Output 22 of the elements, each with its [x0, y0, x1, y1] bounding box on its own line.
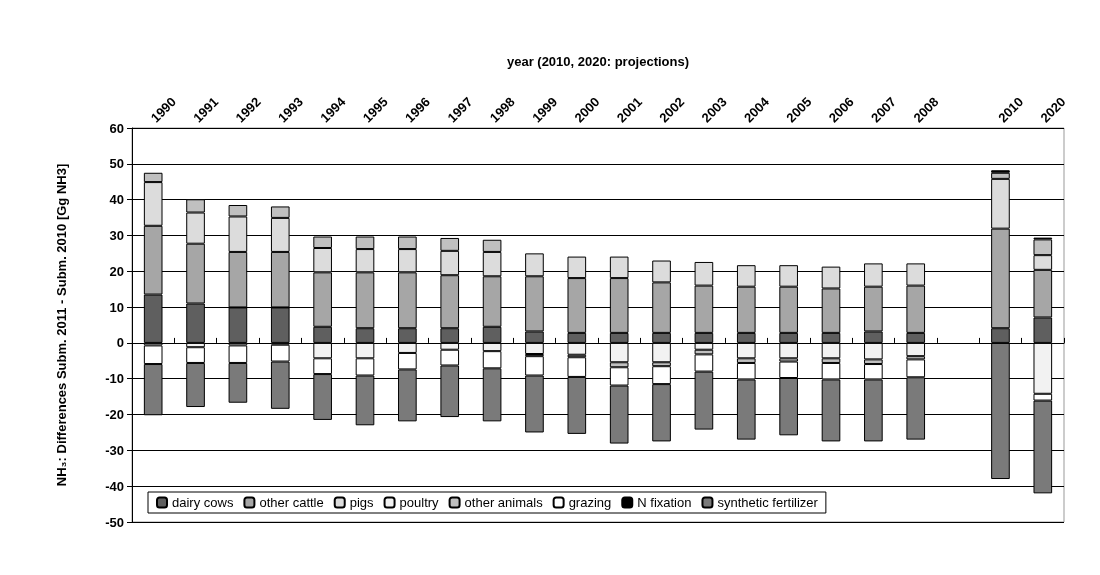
legend-label: dairy cows: [172, 495, 234, 510]
legend-label: synthetic fertilizer: [717, 495, 819, 510]
y-tick-label: -20: [105, 407, 124, 423]
y-tick-label: 40: [109, 192, 124, 208]
y-tick-label: 10: [109, 299, 124, 315]
y-tick-label: 30: [109, 227, 124, 243]
legend-label: other cattle: [259, 495, 324, 510]
x-axis-title: year (2010, 2020: projections): [506, 54, 690, 69]
y-tick-label: 0: [116, 335, 124, 351]
y-tick-label: -10: [105, 371, 124, 387]
y-tick-label: 60: [109, 120, 124, 136]
y-tick-label: 20: [109, 263, 124, 279]
legend-label: N fixation: [637, 495, 692, 510]
y-tick-label: 50: [109, 156, 124, 172]
y-tick-label: -50: [105, 514, 124, 530]
legend-label: grazing: [568, 495, 612, 510]
y-tick-label: -40: [105, 478, 124, 494]
y-axis-title: NH₃: Differences Subm. 2011 - Subm. 2010 [Gg NH3]: [53, 163, 69, 487]
legend-label: poultry: [399, 495, 440, 510]
legend-label: other animals: [464, 495, 544, 510]
y-tick-label: -30: [105, 442, 124, 458]
legend-label: pigs: [349, 495, 375, 510]
